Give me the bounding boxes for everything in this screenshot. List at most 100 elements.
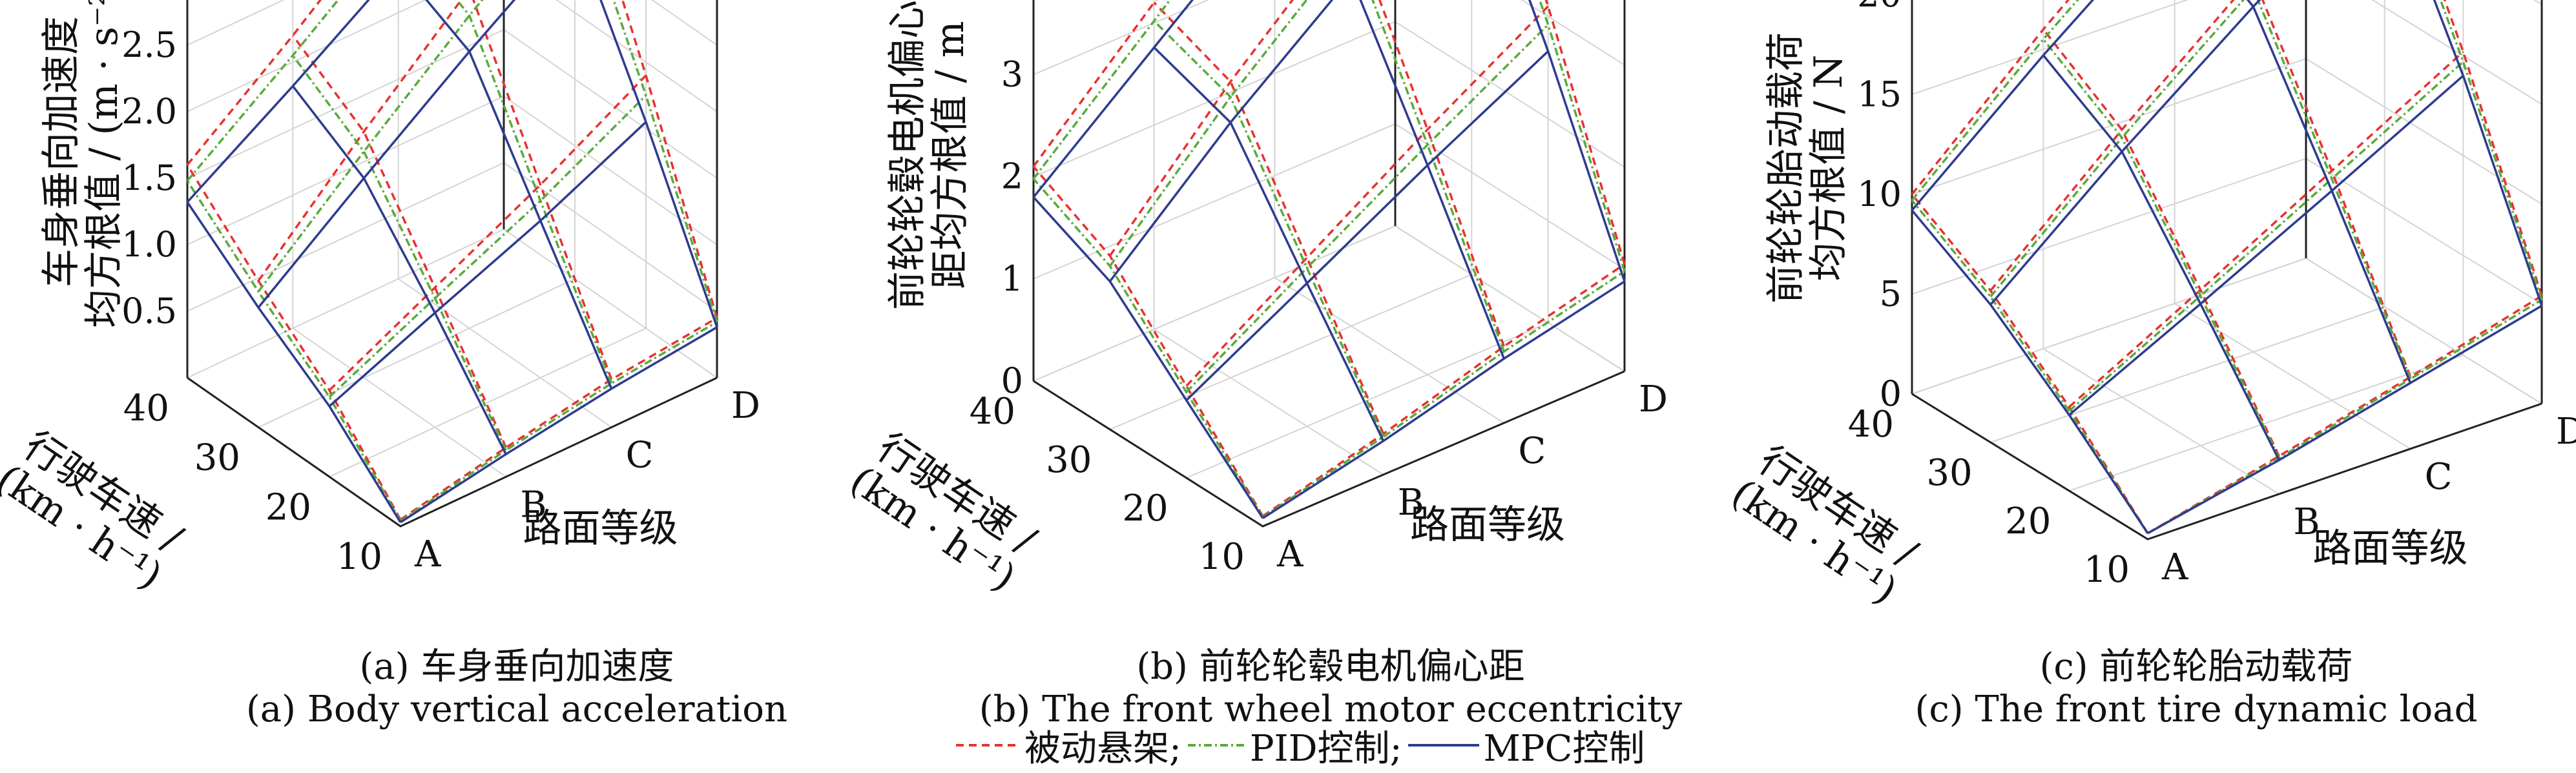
legend-label-mpc: MPC控制: [1483, 727, 1645, 770]
x-tick-label: A: [2161, 546, 2188, 588]
surface-line: [291, 34, 507, 448]
legend-item-pid: PID控制;: [1187, 719, 1402, 772]
z-tick-label: 0.5: [121, 291, 177, 331]
floor-grid-line: [1154, 329, 1384, 475]
series-mpc: [186, 0, 718, 524]
surface-line: [455, 0, 613, 384]
legend: 被动悬架; PID控制; MPC控制: [956, 722, 1651, 770]
z-axis-title-line: 前轮轮毂电机偏心: [885, 0, 930, 310]
chart-panel-a: 0.51.01.52.02.53.0ABCD10203040路面等级行驶车速 /…: [0, 0, 760, 599]
y-axis-title: 行驶车速 /(km · h⁻¹): [842, 422, 1048, 601]
legend-label-pid: PID控制;: [1249, 727, 1402, 770]
x-tick-label: C: [1518, 430, 1546, 472]
axis-box: [1911, 393, 2542, 541]
floor-grid-line: [258, 278, 576, 428]
legend-swatch-mpc: [1408, 744, 1480, 747]
caption-c-cn: (c) 前轮轮胎动载荷: [2039, 646, 2353, 688]
x-axis-title: 路面等级: [523, 506, 678, 551]
surface-line: [2443, 0, 2543, 296]
surface-line: [328, 121, 647, 407]
z-tick-label: 5: [1880, 273, 1902, 314]
z-axis-title: 前轮轮毂电机偏心距均方根值 / m: [885, 0, 973, 310]
surface-line: [1989, 0, 2261, 305]
caption-c: (c) 前轮轮胎动载荷 (c) The front tire dynamic l…: [1770, 646, 2576, 731]
surface-line: [186, 0, 322, 166]
x-tick-label: D: [731, 385, 760, 427]
surface-line: [472, 0, 613, 380]
surface-line: [1032, 196, 1264, 519]
x-axis-title: 路面等级: [2313, 526, 2468, 572]
surface-line: [1262, 280, 1625, 519]
x-tick-label: C: [626, 435, 654, 477]
caption-a: (a) 车身垂向加速度 (a) Body vertical accelerati…: [90, 646, 943, 731]
caption-a-cn: (a) 车身垂向加速度: [359, 646, 674, 688]
surface-line: [2433, 0, 2543, 307]
floor-grid-line: [2042, 348, 2280, 495]
x-tick-label: B: [2293, 501, 2320, 543]
surface-line: [1989, 0, 2235, 292]
series-passive: [186, 0, 718, 521]
surface-line: [186, 0, 340, 182]
y-tick-label: 20: [2005, 500, 2051, 542]
z-tick-label: 15: [1857, 74, 1902, 114]
y-tick-label: 20: [1122, 488, 1168, 530]
legend-item-passive: 被动悬架;: [956, 719, 1181, 772]
surface-line: [2256, 0, 2412, 380]
surface-line: [186, 164, 402, 520]
floor-grid-line: [2069, 355, 2464, 491]
z-tick-label: 0: [1001, 360, 1023, 401]
floor-grid-line: [1109, 274, 1472, 430]
caption-b-en: (b) The front wheel motor eccentricity: [979, 688, 1683, 730]
x-tick-label: D: [1639, 378, 1668, 420]
wall-grid-line: [2533, 0, 2542, 5]
surface-line: [186, 180, 402, 522]
surface-line: [186, 201, 402, 523]
surface-line: [2068, 61, 2464, 412]
z-tick-label: 1.0: [121, 224, 177, 265]
caption-c-en: (c) The front tire dynamic load: [1915, 688, 2478, 730]
z-tick-label: 2.0: [121, 91, 177, 132]
floor-grid-line: [1274, 277, 1504, 424]
axis-box: [186, 0, 718, 378]
surface-line: [1153, 46, 1385, 442]
surface-line: [257, 0, 463, 282]
surface-line: [1032, 178, 1264, 518]
floor-grid-line: [187, 229, 504, 378]
surface-line: [2439, 0, 2543, 300]
x-tick-label: A: [1276, 533, 1304, 575]
surface-line: [257, 0, 516, 309]
y-tick-label: 40: [1848, 404, 1894, 446]
surface-line: [1911, 0, 2095, 211]
surface-line: [1378, 0, 1505, 347]
x-axis-title: 路面等级: [1410, 502, 1565, 548]
series-mpc: [1911, 0, 2543, 535]
surface-line: [328, 74, 647, 391]
z-axis-title-line: 均方根值 / N: [1806, 55, 1851, 282]
caption-a-en: (a) Body vertical acceleration: [245, 688, 788, 730]
surface-line: [2042, 38, 2280, 459]
z-tick-label: 0: [1880, 373, 1902, 414]
z-tick-label: 1.5: [121, 158, 177, 198]
surface-line: [2147, 298, 2542, 535]
z-tick-label: 2.5: [121, 25, 177, 65]
surface-line: [1544, 0, 1626, 265]
series-passive: [1032, 0, 1626, 517]
surface-line: [2068, 74, 2464, 416]
wall-grid-line: [1911, 0, 2542, 105]
axis-box: [1032, 0, 1626, 381]
surface-line: [400, 326, 718, 524]
y-tick-label: 30: [1046, 439, 1092, 481]
surface-line: [621, 0, 718, 318]
z-tick-label: 10: [1857, 174, 1902, 214]
surface-line: [2042, 54, 2280, 461]
surface-line: [1359, 0, 1505, 360]
surface-line: [1371, 0, 1505, 352]
wall-grid-line: [187, 161, 718, 312]
surface-line: [2042, 28, 2280, 457]
surface-line: [1108, 0, 1334, 282]
x-tick-label: D: [2556, 411, 2576, 453]
surface-line: [400, 320, 718, 522]
surface-line: [1528, 0, 1626, 282]
surface-line: [1262, 263, 1625, 517]
